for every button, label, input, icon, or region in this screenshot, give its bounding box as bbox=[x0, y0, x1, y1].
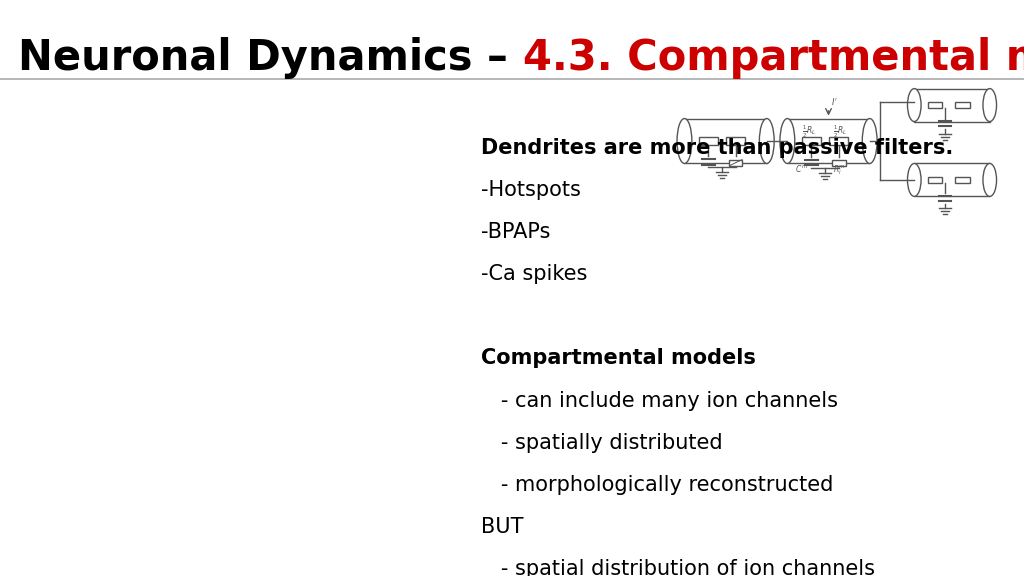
Bar bbox=[955, 177, 970, 183]
Bar bbox=[699, 138, 718, 145]
Bar bbox=[928, 177, 942, 183]
Text: $\frac{1}{2}R_L$: $\frac{1}{2}R_L$ bbox=[803, 124, 817, 140]
Text: -Ca spikes: -Ca spikes bbox=[481, 264, 588, 285]
Text: $\frac{1}{2}R_L$: $\frac{1}{2}R_L$ bbox=[834, 124, 848, 140]
Ellipse shape bbox=[983, 89, 996, 122]
Text: - can include many ion channels: - can include many ion channels bbox=[481, 391, 839, 411]
Bar bbox=[829, 138, 848, 145]
Text: - spatial distribution of ion channels: - spatial distribution of ion channels bbox=[481, 559, 876, 576]
Text: -BPAPs: -BPAPs bbox=[481, 222, 551, 242]
Ellipse shape bbox=[907, 164, 921, 196]
Ellipse shape bbox=[677, 119, 692, 164]
Ellipse shape bbox=[907, 89, 921, 122]
Ellipse shape bbox=[862, 119, 878, 164]
Bar bbox=[802, 138, 821, 145]
Bar bbox=[914, 164, 990, 196]
Text: Neuronal Dynamics –: Neuronal Dynamics – bbox=[18, 37, 523, 79]
Bar bbox=[787, 119, 869, 164]
Bar bbox=[729, 160, 742, 165]
Bar bbox=[928, 102, 942, 108]
Bar bbox=[914, 89, 990, 122]
Bar bbox=[955, 102, 970, 108]
Text: -Hotspots: -Hotspots bbox=[481, 180, 582, 200]
Text: - morphologically reconstructed: - morphologically reconstructed bbox=[481, 475, 834, 495]
Text: - spatially distributed: - spatially distributed bbox=[481, 433, 723, 453]
Bar bbox=[726, 138, 745, 145]
Text: Compartmental models: Compartmental models bbox=[481, 348, 756, 369]
Ellipse shape bbox=[780, 119, 795, 164]
Bar bbox=[684, 119, 767, 164]
Text: $I'$: $I'$ bbox=[830, 96, 838, 108]
Text: $C^m$: $C^m$ bbox=[796, 164, 808, 175]
Bar bbox=[831, 160, 846, 165]
Ellipse shape bbox=[760, 119, 774, 164]
Text: BUT: BUT bbox=[481, 517, 524, 537]
Text: $R_i^m$: $R_i^m$ bbox=[834, 164, 846, 177]
Text: 4.3. Compartmental models: 4.3. Compartmental models bbox=[523, 37, 1024, 79]
Ellipse shape bbox=[983, 164, 996, 196]
Text: Dendrites are more than passive filters.: Dendrites are more than passive filters. bbox=[481, 138, 953, 158]
